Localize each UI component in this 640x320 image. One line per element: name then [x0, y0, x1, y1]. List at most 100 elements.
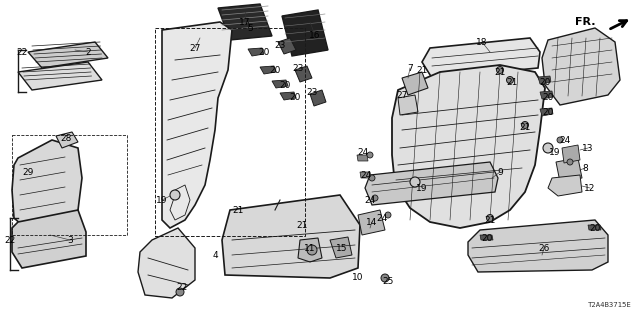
- Text: 16: 16: [309, 30, 321, 39]
- Text: 2: 2: [85, 47, 91, 57]
- Text: 8: 8: [582, 164, 588, 172]
- Text: 20: 20: [542, 108, 554, 116]
- Text: 25: 25: [382, 277, 394, 286]
- Text: 28: 28: [60, 133, 72, 142]
- Text: 22: 22: [177, 284, 188, 292]
- Polygon shape: [538, 76, 551, 84]
- Circle shape: [506, 76, 513, 84]
- Polygon shape: [480, 235, 493, 240]
- Text: 5: 5: [247, 23, 253, 33]
- Text: 3: 3: [67, 236, 73, 244]
- Text: 4: 4: [212, 251, 218, 260]
- Text: 7: 7: [407, 63, 413, 73]
- Text: 20: 20: [540, 77, 550, 86]
- Text: 26: 26: [538, 244, 550, 252]
- Text: 20: 20: [542, 92, 554, 101]
- Polygon shape: [542, 28, 620, 105]
- Text: 21: 21: [506, 77, 518, 86]
- Text: 23: 23: [307, 87, 317, 97]
- Polygon shape: [310, 90, 326, 106]
- Text: 24: 24: [376, 213, 388, 222]
- Text: 15: 15: [336, 244, 348, 252]
- Polygon shape: [280, 92, 296, 100]
- Circle shape: [557, 137, 563, 143]
- Text: 17: 17: [239, 18, 251, 27]
- Polygon shape: [358, 210, 385, 235]
- Text: 27: 27: [396, 91, 408, 100]
- Polygon shape: [360, 172, 371, 178]
- Bar: [12, 135, 127, 235]
- Text: 11: 11: [304, 244, 316, 252]
- Polygon shape: [540, 108, 553, 116]
- Text: 18: 18: [476, 37, 488, 46]
- Circle shape: [176, 288, 184, 296]
- Circle shape: [170, 190, 180, 200]
- Polygon shape: [248, 48, 264, 56]
- Text: 20: 20: [589, 223, 601, 233]
- Polygon shape: [260, 66, 276, 74]
- Text: 24: 24: [360, 171, 372, 180]
- Text: 29: 29: [22, 167, 34, 177]
- Polygon shape: [330, 237, 352, 258]
- Text: 19: 19: [156, 196, 168, 204]
- Text: 23: 23: [292, 63, 304, 73]
- Circle shape: [381, 274, 389, 282]
- Text: 20: 20: [259, 47, 269, 57]
- Text: 21: 21: [416, 66, 428, 75]
- Circle shape: [372, 195, 378, 201]
- Polygon shape: [398, 95, 418, 115]
- Text: 19: 19: [416, 183, 428, 193]
- Text: 23: 23: [275, 41, 285, 50]
- Text: 20: 20: [481, 234, 493, 243]
- Circle shape: [307, 245, 317, 255]
- Polygon shape: [278, 38, 296, 54]
- Polygon shape: [28, 42, 108, 68]
- Polygon shape: [295, 66, 312, 82]
- Text: 22: 22: [17, 47, 28, 57]
- Polygon shape: [298, 238, 322, 262]
- Circle shape: [369, 175, 375, 181]
- Polygon shape: [402, 72, 428, 95]
- Circle shape: [367, 152, 373, 158]
- Polygon shape: [556, 158, 582, 182]
- Polygon shape: [540, 91, 553, 99]
- Circle shape: [543, 143, 553, 153]
- Text: 12: 12: [584, 183, 596, 193]
- Text: 20: 20: [279, 81, 291, 90]
- Polygon shape: [12, 210, 86, 268]
- Text: 27: 27: [189, 44, 201, 52]
- Text: 24: 24: [559, 135, 571, 145]
- Polygon shape: [162, 22, 232, 228]
- Circle shape: [385, 212, 391, 218]
- Text: 20: 20: [289, 92, 301, 101]
- Polygon shape: [548, 175, 582, 196]
- Circle shape: [486, 214, 493, 221]
- Text: 20: 20: [269, 66, 281, 75]
- Polygon shape: [218, 4, 272, 40]
- Text: 19: 19: [549, 148, 561, 156]
- Polygon shape: [18, 62, 102, 90]
- Text: 10: 10: [352, 274, 364, 283]
- Polygon shape: [392, 65, 545, 228]
- Polygon shape: [562, 145, 580, 163]
- Polygon shape: [357, 155, 368, 161]
- Polygon shape: [422, 38, 540, 78]
- Text: 9: 9: [497, 167, 503, 177]
- Text: 24: 24: [364, 196, 376, 204]
- Polygon shape: [365, 162, 498, 205]
- Polygon shape: [272, 80, 288, 88]
- Polygon shape: [468, 220, 608, 272]
- Circle shape: [497, 67, 504, 74]
- Polygon shape: [12, 140, 82, 232]
- Text: 21: 21: [296, 220, 308, 229]
- Circle shape: [410, 177, 420, 187]
- Circle shape: [567, 159, 573, 165]
- Text: 24: 24: [357, 148, 369, 156]
- Polygon shape: [138, 228, 195, 298]
- Text: T2A4B3715E: T2A4B3715E: [588, 302, 632, 308]
- Text: 22: 22: [4, 236, 15, 244]
- Text: 14: 14: [366, 218, 378, 227]
- Circle shape: [522, 122, 529, 129]
- Bar: [155, 28, 305, 236]
- Text: 21: 21: [484, 215, 496, 225]
